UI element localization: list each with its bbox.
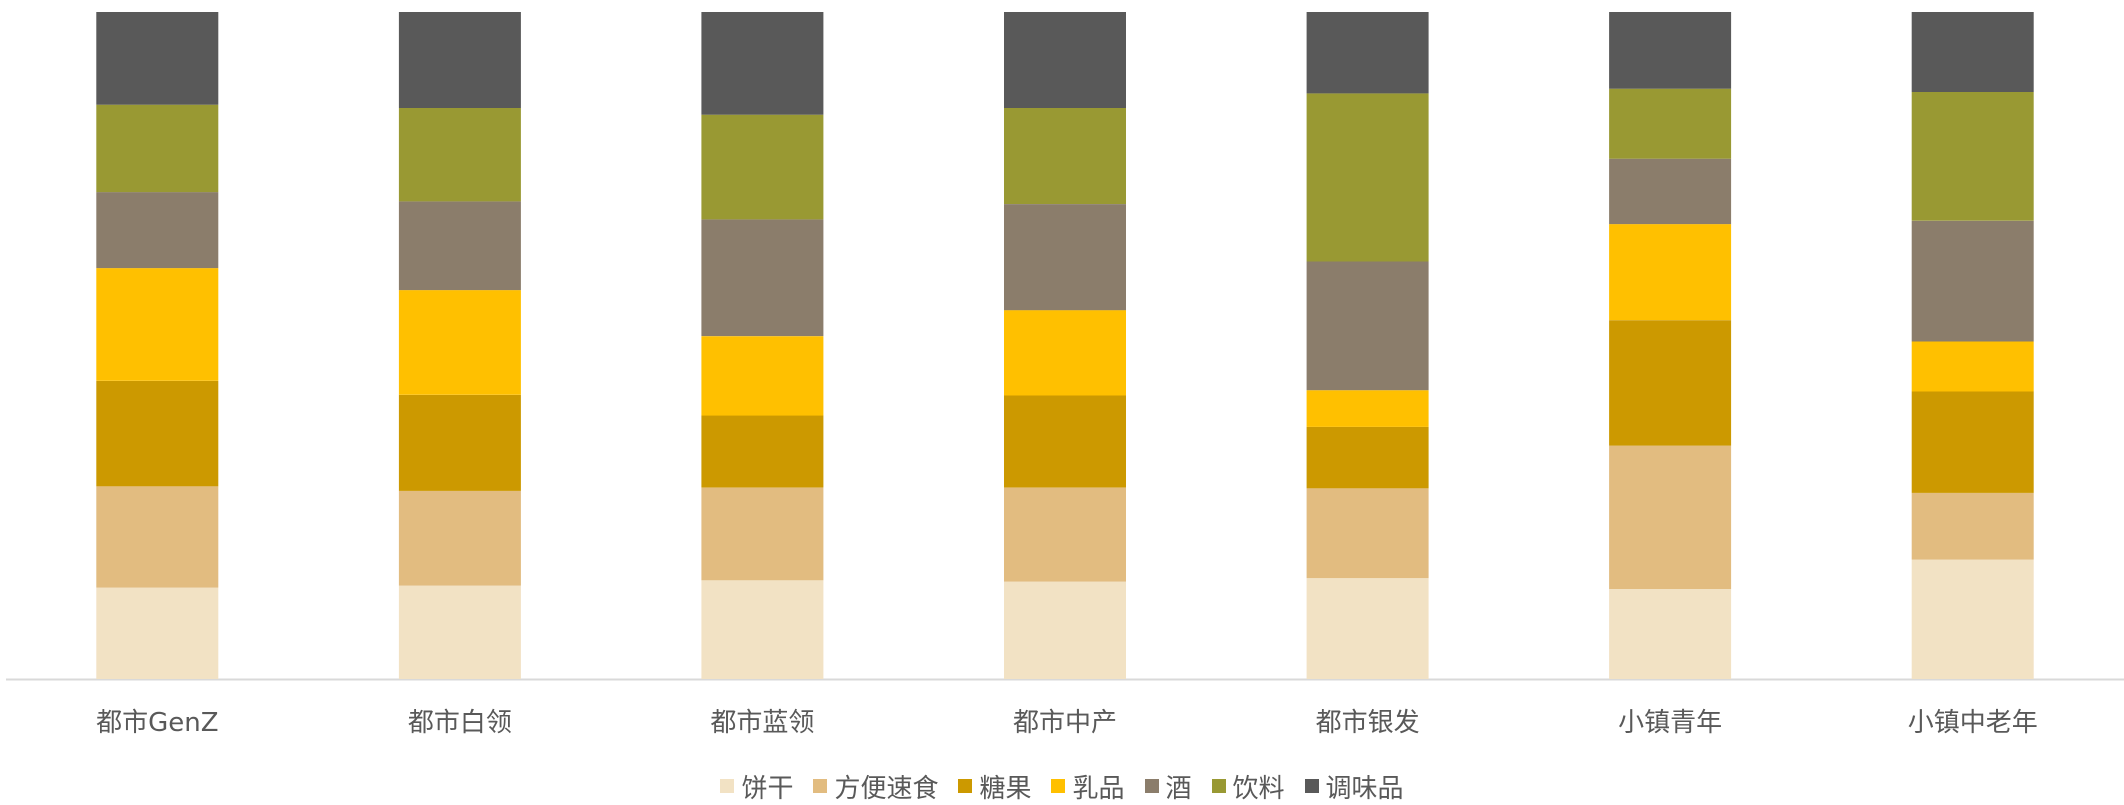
bar-segment-3-4: [1004, 204, 1126, 311]
bar-segment-6-5: [1911, 92, 2034, 221]
bar-segment-6-1: [1911, 492, 2034, 560]
bar-segment-1-2: [398, 394, 521, 491]
bar-segment-5-5: [1609, 88, 1732, 159]
bar-segment-1-1: [398, 490, 521, 586]
bar-segment-4-3: [1306, 390, 1429, 427]
legend-label: 饮料: [1232, 773, 1285, 804]
bar-segment-0-2: [96, 380, 219, 487]
bar-segment-5-3: [1609, 224, 1732, 321]
bar-stacks: [96, 12, 2034, 679]
bar-segment-3-3: [1004, 310, 1126, 396]
legend-label: 酒: [1165, 773, 1192, 804]
x-tick-label: 都市白领: [408, 708, 512, 738]
x-tick-labels: 都市GenZ 都市白领 都市蓝领 都市中产 都市银发 小镇青年 小镇中老年: [96, 708, 2038, 738]
bar-segment-3-0: [1004, 581, 1126, 679]
legend-item: 酒: [1144, 768, 1192, 805]
x-tick-label: 都市中产: [1013, 708, 1117, 738]
bar-segment-4-6: [1306, 12, 1429, 94]
legend-item: 方便速食: [813, 768, 938, 805]
legend-item: 饼干: [720, 768, 793, 805]
bar-segment-2-0: [701, 580, 824, 679]
legend-swatch: [1051, 779, 1066, 793]
legend: 饼干 方便速食 糖果 乳品 酒 饮料 调味品: [0, 768, 2124, 804]
x-tick-label: 小镇青年: [1618, 708, 1722, 738]
bar-segment-0-5: [96, 104, 219, 193]
bar-segment-6-3: [1911, 341, 2034, 392]
bar-segment-2-1: [701, 487, 824, 581]
x-tick-label: 都市银发: [1316, 708, 1420, 738]
bar-segment-2-2: [701, 415, 824, 488]
bar-segment-6-4: [1911, 220, 2034, 342]
bar-segment-6-2: [1911, 391, 2034, 493]
legend-label: 饼干: [741, 773, 794, 804]
x-tick-label: 小镇中老年: [1908, 708, 2038, 738]
bar-segment-4-0: [1306, 578, 1429, 679]
bar-segment-5-0: [1609, 589, 1732, 679]
bar-segment-1-3: [398, 290, 521, 395]
bar-segment-6-6: [1911, 12, 2034, 92]
bar-segment-0-6: [96, 12, 219, 105]
bar-segment-1-0: [398, 585, 521, 679]
legend-item: 饮料: [1211, 768, 1285, 805]
bar-segment-2-5: [701, 114, 824, 220]
bar-segment-3-1: [1004, 487, 1126, 582]
bar-segment-1-4: [398, 201, 521, 291]
legend-swatch: [1304, 779, 1319, 793]
legend-label: 糖果: [979, 773, 1032, 804]
legend-swatch: [1211, 779, 1226, 793]
bar-segment-3-6: [1004, 12, 1126, 108]
bar-segment-0-0: [96, 587, 219, 679]
legend-swatch: [1144, 779, 1159, 793]
legend-swatch: [958, 779, 973, 793]
legend-item: 乳品: [1051, 768, 1125, 805]
bar-segment-4-4: [1306, 261, 1429, 391]
bar-segment-4-1: [1306, 488, 1429, 579]
legend-item: 糖果: [958, 768, 1031, 805]
bar-segment-5-6: [1609, 12, 1732, 89]
bar-segment-4-5: [1306, 93, 1429, 262]
bar-segment-6-0: [1911, 559, 2034, 679]
bar-segment-1-5: [398, 108, 521, 202]
x-tick-label: 都市蓝领: [710, 708, 814, 738]
bar-segment-0-1: [96, 486, 219, 588]
bar-segment-3-5: [1004, 108, 1126, 204]
bar-segment-0-4: [96, 192, 219, 269]
legend-label: 调味品: [1325, 773, 1404, 804]
legend-swatch: [720, 779, 735, 793]
bar-segment-2-4: [701, 219, 824, 337]
legend-label: 乳品: [1072, 773, 1125, 804]
legend-swatch: [813, 779, 828, 793]
bar-segment-5-1: [1609, 445, 1732, 589]
bar-segment-4-2: [1306, 426, 1429, 489]
bar-segment-2-3: [701, 336, 824, 416]
legend-item: 调味品: [1304, 768, 1404, 805]
bar-segment-5-2: [1609, 320, 1732, 446]
bar-segment-5-4: [1609, 158, 1732, 225]
x-tick-label: 都市GenZ: [96, 708, 218, 738]
bar-segment-0-3: [96, 268, 219, 381]
bar-segment-1-6: [398, 12, 521, 108]
bar-segment-3-2: [1004, 395, 1126, 488]
bar-segment-2-6: [701, 12, 824, 115]
legend-label: 方便速食: [834, 773, 939, 804]
